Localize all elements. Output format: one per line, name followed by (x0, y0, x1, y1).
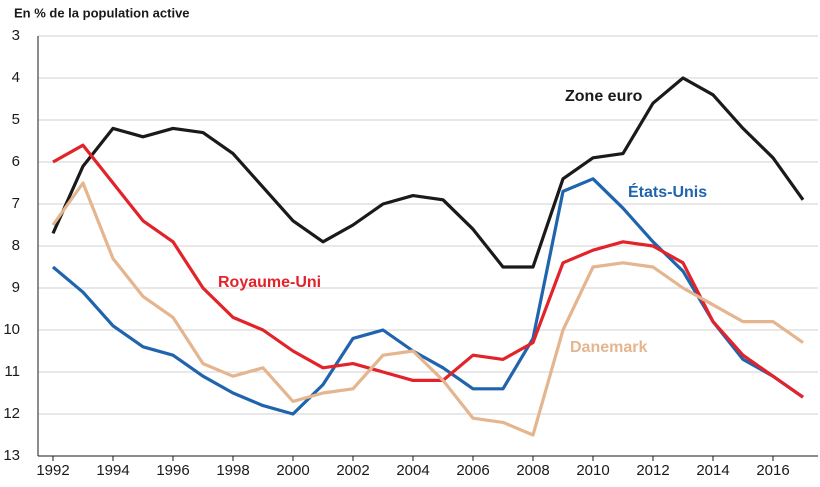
series-label: Royaume-Uni (218, 274, 321, 291)
x-tick-label: 2002 (336, 462, 369, 479)
y-tick-label: 5 (12, 111, 20, 128)
series-line (51, 76, 805, 269)
y-tick-label: 3 (12, 27, 20, 44)
y-tick-label: 8 (12, 237, 20, 254)
x-tick-label: 2004 (396, 462, 429, 479)
x-tick-label: 2006 (456, 462, 489, 479)
y-tick-label: 11 (4, 363, 20, 380)
series-line (51, 181, 804, 437)
x-tick-label: 2016 (756, 462, 789, 479)
x-tick-label: 2012 (636, 462, 669, 479)
y-tick-label: 6 (12, 153, 20, 170)
series-label: États-Unis (628, 182, 707, 201)
y-tick-label: 12 (3, 405, 20, 422)
x-tick-label: 2010 (576, 462, 609, 479)
x-tick-label: 1992 (36, 462, 69, 479)
series-label: Zone euro (565, 88, 643, 105)
x-tick-label: 1996 (156, 462, 189, 479)
series-line (51, 177, 804, 416)
x-tick-label: 1998 (216, 462, 249, 479)
y-tick-label: 13 (3, 447, 20, 464)
x-tick-label: 1994 (96, 462, 129, 479)
y-tick-label: 7 (12, 195, 20, 212)
x-tick-label: 2000 (276, 462, 309, 479)
chart-title: En % de la population active (14, 5, 190, 20)
y-tick-label: 9 (12, 279, 20, 296)
y-tick-label: 4 (12, 69, 20, 86)
y-tick-label: 10 (3, 321, 20, 338)
series-line (52, 143, 804, 399)
x-tick-label: 2014 (696, 462, 729, 479)
series-label: Danemark (570, 339, 647, 356)
x-tick-label: 2008 (516, 462, 549, 479)
